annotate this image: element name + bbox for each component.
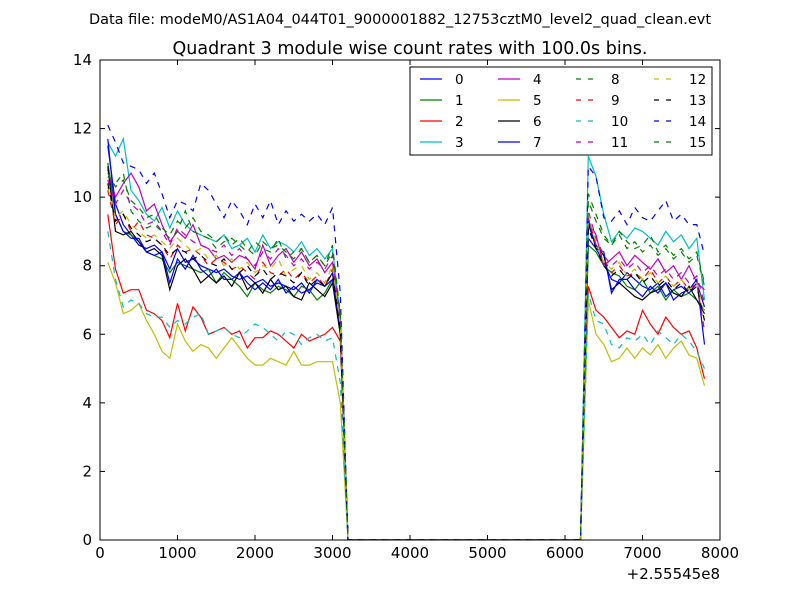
series-line-14	[107, 124, 706, 540]
x-offset-label: +2.55545e8	[627, 565, 720, 583]
legend-label-2: 2	[455, 114, 464, 130]
legend-label-3: 3	[455, 135, 464, 151]
legend-label-4: 4	[533, 72, 542, 88]
series-line-4	[107, 169, 705, 540]
legend-box	[409, 66, 713, 156]
x-tick-label: 8000	[701, 544, 739, 562]
series-line-9	[107, 190, 706, 540]
legend-label-1: 1	[455, 93, 464, 109]
y-tick-label: 4	[82, 394, 92, 412]
legend-label-10: 10	[611, 114, 628, 130]
series-line-8	[107, 171, 706, 540]
legend-label-11: 11	[611, 135, 628, 151]
series-line-6	[107, 166, 706, 540]
series-line-10	[107, 231, 706, 540]
x-tick-label: 2000	[236, 544, 274, 562]
legend-label-0: 0	[455, 72, 464, 88]
series-line-0	[107, 145, 706, 540]
series-line-13	[107, 183, 706, 540]
plot-area	[107, 124, 706, 540]
axes: 0 1000 2000 3000 4000 5000 6000 7000 80000246810…	[73, 51, 739, 562]
x-tick-label: 5000	[468, 544, 506, 562]
chart-suptitle: Data file: modeM0/AS1A04_044T01_90000018…	[89, 12, 711, 28]
legend-label-7: 7	[533, 135, 542, 151]
y-tick-label: 8	[82, 257, 92, 275]
legend-label-8: 8	[611, 72, 620, 88]
legend-label-5: 5	[533, 93, 542, 109]
x-tick-label: 7000	[623, 544, 661, 562]
legend-label-9: 9	[611, 93, 620, 109]
legend-label-12: 12	[689, 72, 706, 88]
y-tick-label: 14	[73, 51, 92, 69]
x-tick-label: 4000	[391, 544, 429, 562]
y-tick-label: 2	[82, 462, 92, 480]
x-tick-label: 0	[95, 544, 105, 562]
series-line-7	[107, 138, 706, 540]
series-line-1	[107, 162, 705, 540]
legend-label-15: 15	[689, 135, 706, 151]
y-tick-label: 10	[73, 188, 92, 206]
series-line-3	[107, 136, 706, 540]
chart-title: Quadrant 3 module wise count rates with …	[173, 39, 648, 59]
series-line-12	[107, 186, 706, 540]
x-tick-label: 3000	[313, 544, 351, 562]
x-tick-label: 1000	[158, 544, 196, 562]
series-line-15	[107, 172, 706, 540]
x-tick-label: 6000	[546, 544, 584, 562]
y-tick-label: 6	[82, 325, 92, 343]
series-line-5	[107, 262, 706, 540]
legend-label-14: 14	[689, 114, 706, 130]
y-tick-label: 12	[73, 120, 92, 138]
legend-label-6: 6	[533, 114, 542, 130]
y-tick-label: 0	[82, 531, 92, 549]
legend-label-13: 13	[689, 93, 706, 109]
